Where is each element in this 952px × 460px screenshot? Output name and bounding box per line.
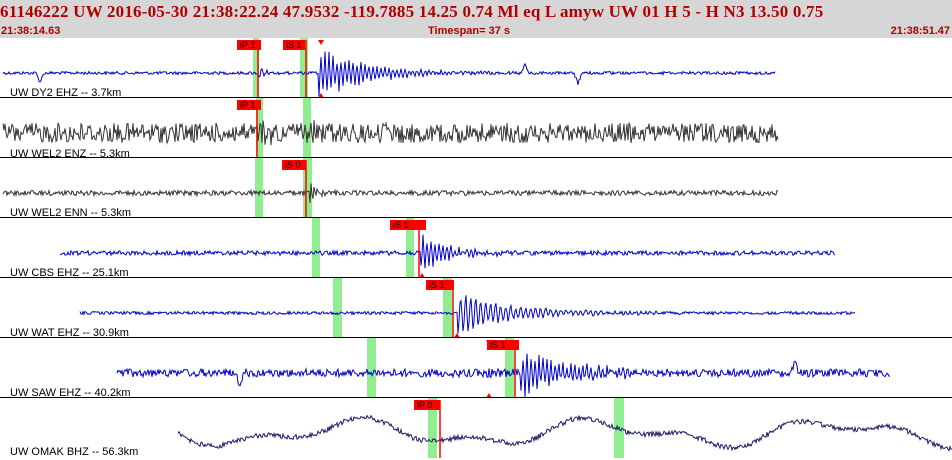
pick-triangle [318,40,324,45]
waveform-trace [116,353,891,397]
trace-label: UW SAW EHZ -- 40.2km [10,387,131,399]
event-header: 61146222 UW 2016-05-30 21:38:22.24 47.95… [0,0,952,38]
timespan-label: Timespan= 37 s [428,25,511,37]
waveform-trace [177,414,952,452]
seismogram-panel[interactable]: iP 1 iS 1 iP 1 iS 0 iS 1 iS 1 iS 1 iP 0 UW DY2 … [0,38,952,460]
pick-tag [237,100,261,110]
phase-window [303,158,312,218]
phase-window [333,278,342,338]
waveform-trace [2,120,779,146]
trace-label: UW DY2 EHZ -- 3.7km [10,87,122,99]
start-time: 21:38:14.63 [1,25,61,37]
end-time: 21:38:51.47 [890,25,950,37]
event-title: 61146222 UW 2016-05-30 21:38:22.24 47.95… [0,2,824,21]
phase-window [303,98,311,158]
phase-window [406,218,414,278]
phase-window [428,398,437,458]
pick-triangle [486,393,492,398]
pick-label: iS 1 [429,280,445,290]
phase-window [367,338,376,398]
pick-tag [414,400,440,410]
pick-label: iP 1 [240,40,255,50]
waveform-trace [2,183,779,204]
waveform-canvas[interactable]: iP 1 iS 1 iP 1 iS 0 iS 1 iS 1 iS 1 iP 0 [0,38,952,460]
pick-label: iS 1 [286,40,302,50]
pick-tag [390,220,426,230]
pick-tag [237,40,261,50]
pick-label: iS 0 [285,160,301,170]
pick-tag [487,340,519,350]
phase-window [443,278,452,338]
pick-triangle [486,340,492,345]
trace-label: UW WAT EHZ -- 30.9km [10,327,129,339]
waveform-trace [59,234,836,269]
waveform-trace [79,295,856,334]
trace-label: UW WEL2 ENZ -- 5.3km [10,148,130,160]
pick-triangle [454,333,460,338]
pick-label: iP 0 [417,400,432,410]
pick-triangle [318,93,324,98]
pick-label: iS 1 [393,220,409,230]
pick-tag [282,160,306,170]
pick-label: iS 1 [490,340,506,350]
pick-tag [426,280,454,290]
trace-label: UW WEL2 ENN -- 5.3km [10,207,132,219]
trace-label: UW OMAK BHZ -- 56.3km [10,446,139,458]
pick-label: iP 1 [240,100,255,110]
phase-window [253,38,259,98]
waveform-trace [2,51,776,97]
pick-triangle [419,273,425,278]
phase-window [312,218,320,278]
trace-label: UW CBS EHZ -- 25.1km [10,267,129,279]
phase-window [300,38,308,98]
phase-window [505,338,514,398]
phase-window [255,158,263,218]
pick-tag [283,40,305,50]
pick-triangle [419,220,425,225]
